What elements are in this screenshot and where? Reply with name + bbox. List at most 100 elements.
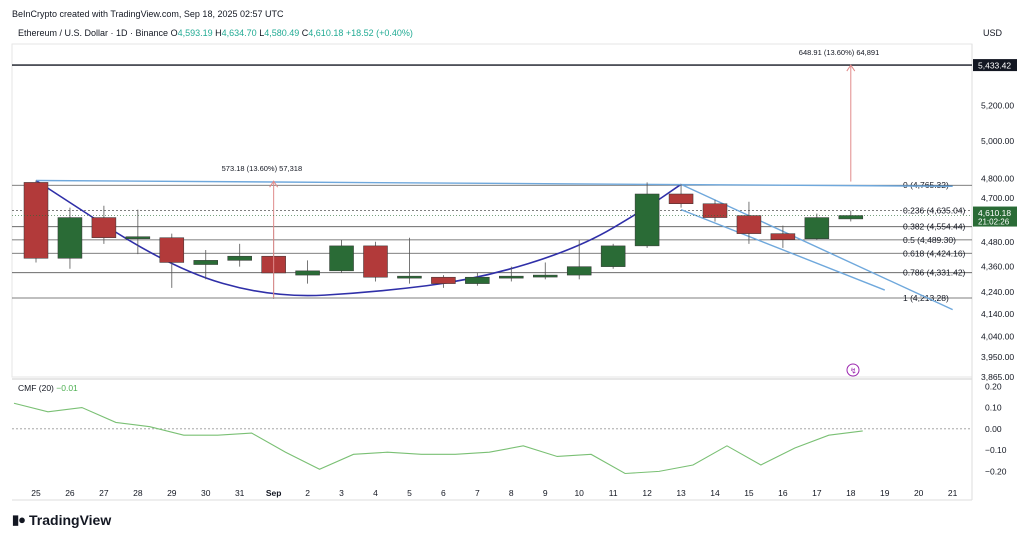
cmf-tick-label: −0.10 <box>985 445 1007 455</box>
price-tick-label: 4,140.00 <box>981 309 1014 319</box>
target-level-badge <box>973 59 1017 72</box>
currency-label: USD <box>983 28 1003 38</box>
time-tick-label: 8 <box>509 488 514 498</box>
time-tick-label: 3 <box>339 488 344 498</box>
candle-body <box>363 245 388 278</box>
price-tick-label: 4,040.00 <box>981 331 1014 341</box>
candle-body <box>600 245 626 267</box>
time-tick-label: 4 <box>373 488 378 498</box>
fib-level-label: 0.786 (4,331.42) <box>903 268 966 278</box>
time-tick-label: 30 <box>201 488 211 498</box>
open-label: O <box>170 28 178 38</box>
time-tick-label: 19 <box>880 488 890 498</box>
symbol-legend: Ethereum / U.S. Dollar · 1D · Binance O4… <box>18 28 413 38</box>
high-value: 4,634.70 <box>221 28 257 38</box>
fib-level-label: 0.618 (4,424.16) <box>903 248 966 258</box>
fib-level-label: 0.236 (4,635.04) <box>903 206 966 216</box>
candle-body <box>193 260 218 265</box>
candle-body <box>736 215 762 234</box>
tradingview-logo-icon: ▮● <box>12 512 26 527</box>
time-tick-label: 18 <box>846 488 856 498</box>
time-tick-label: 13 <box>676 488 686 498</box>
time-tick-label: 28 <box>133 488 143 498</box>
time-tick-label: 6 <box>441 488 446 498</box>
candle-body <box>431 276 456 284</box>
candle-body <box>329 245 354 272</box>
time-tick-label: 31 <box>235 488 245 498</box>
cmf-value: −0.01 <box>56 383 78 393</box>
time-tick-label: 7 <box>475 488 480 498</box>
candle-body <box>770 233 796 240</box>
candle-body <box>125 236 151 239</box>
measure-left-arrowhead <box>269 180 279 188</box>
cmf-tick-label: −0.20 <box>985 466 1007 476</box>
cmf-legend: CMF (20) −0.01 <box>18 383 78 393</box>
candle-body <box>804 217 830 239</box>
chart-credit: BeInCrypto created with TradingView.com,… <box>12 9 284 19</box>
time-tick-label: 15 <box>744 488 754 498</box>
candle-body <box>634 193 660 247</box>
cmf-title: CMF (20) <box>18 383 54 393</box>
time-tick-label: 29 <box>167 488 177 498</box>
event-marker-glyph: ↯ <box>850 367 857 376</box>
low-label: L <box>259 28 265 38</box>
time-tick-label: 11 <box>609 488 618 498</box>
event-marker-icon <box>846 363 860 377</box>
candle-body <box>159 237 185 263</box>
time-tick-label: 14 <box>710 488 720 498</box>
candle-body <box>57 217 83 259</box>
cmf-tick-label: 0.10 <box>985 403 1002 413</box>
high-label: H <box>215 28 222 38</box>
change-value: +18.52 (+0.40%) <box>345 28 413 38</box>
time-tick-label: 20 <box>914 488 924 498</box>
price-tick-label: 4,480.00 <box>981 237 1014 247</box>
time-tick-label: 27 <box>99 488 109 498</box>
time-tick-label: 26 <box>65 488 75 498</box>
low-value: 4,580.49 <box>264 28 300 38</box>
cmf-tick-label: 0.00 <box>985 424 1002 434</box>
price-tick-label: 4,800.00 <box>981 174 1014 184</box>
target-level-label: 5,433.42 <box>978 61 1011 71</box>
countdown-label: 21:02:26 <box>978 218 1010 227</box>
price-tick-label: 3,865.00 <box>981 372 1014 382</box>
price-tick-label: 4,240.00 <box>981 287 1014 297</box>
candle-body <box>499 275 524 279</box>
last-price-badge <box>973 206 1017 227</box>
last-price-label: 4,610.18 <box>978 208 1011 218</box>
open-value: 4,593.19 <box>177 28 213 38</box>
price-tick-label: 3,950.00 <box>981 352 1014 362</box>
candle-body <box>702 203 728 218</box>
symbol-name: Ethereum / U.S. Dollar · 1D · Binance <box>18 28 169 38</box>
candle-body <box>227 255 252 261</box>
candle-body <box>838 215 864 220</box>
candle-body <box>465 276 490 284</box>
cmf-tick-label: 0.20 <box>985 381 1002 391</box>
time-tick-label: 12 <box>642 488 652 498</box>
time-tick-label: 9 <box>543 488 548 498</box>
close-value: 4,610.18 <box>308 28 344 38</box>
candle-body <box>397 275 422 279</box>
channel-lower-line <box>680 208 886 291</box>
candle-body <box>533 274 558 278</box>
fib-level-label: 0.5 (4,489.30) <box>903 235 956 245</box>
channel-upper-line <box>680 183 953 311</box>
cmf-series-line <box>13 402 863 475</box>
fib-level-label: 0 (4,765.32) <box>903 180 949 190</box>
measure-right-arrowhead <box>846 64 856 72</box>
candle-body <box>668 193 694 204</box>
price-tick-label: 5,200.00 <box>981 100 1014 110</box>
candle-body <box>295 270 320 276</box>
time-tick-label: 5 <box>407 488 412 498</box>
time-tick-label: 16 <box>778 488 788 498</box>
close-label: C <box>301 28 309 38</box>
time-tick-label: 10 <box>574 488 584 498</box>
time-tick-label: 21 <box>948 488 958 498</box>
price-tick-label: 4,360.00 <box>981 262 1014 272</box>
fib-level-label: 0.382 (4,554.44) <box>903 222 966 232</box>
brand-name: TradingView <box>29 512 112 528</box>
candle-body <box>91 217 117 238</box>
time-tick-label: 2 <box>305 488 310 498</box>
candle-body <box>23 182 49 259</box>
time-tick-label: 17 <box>812 488 822 498</box>
